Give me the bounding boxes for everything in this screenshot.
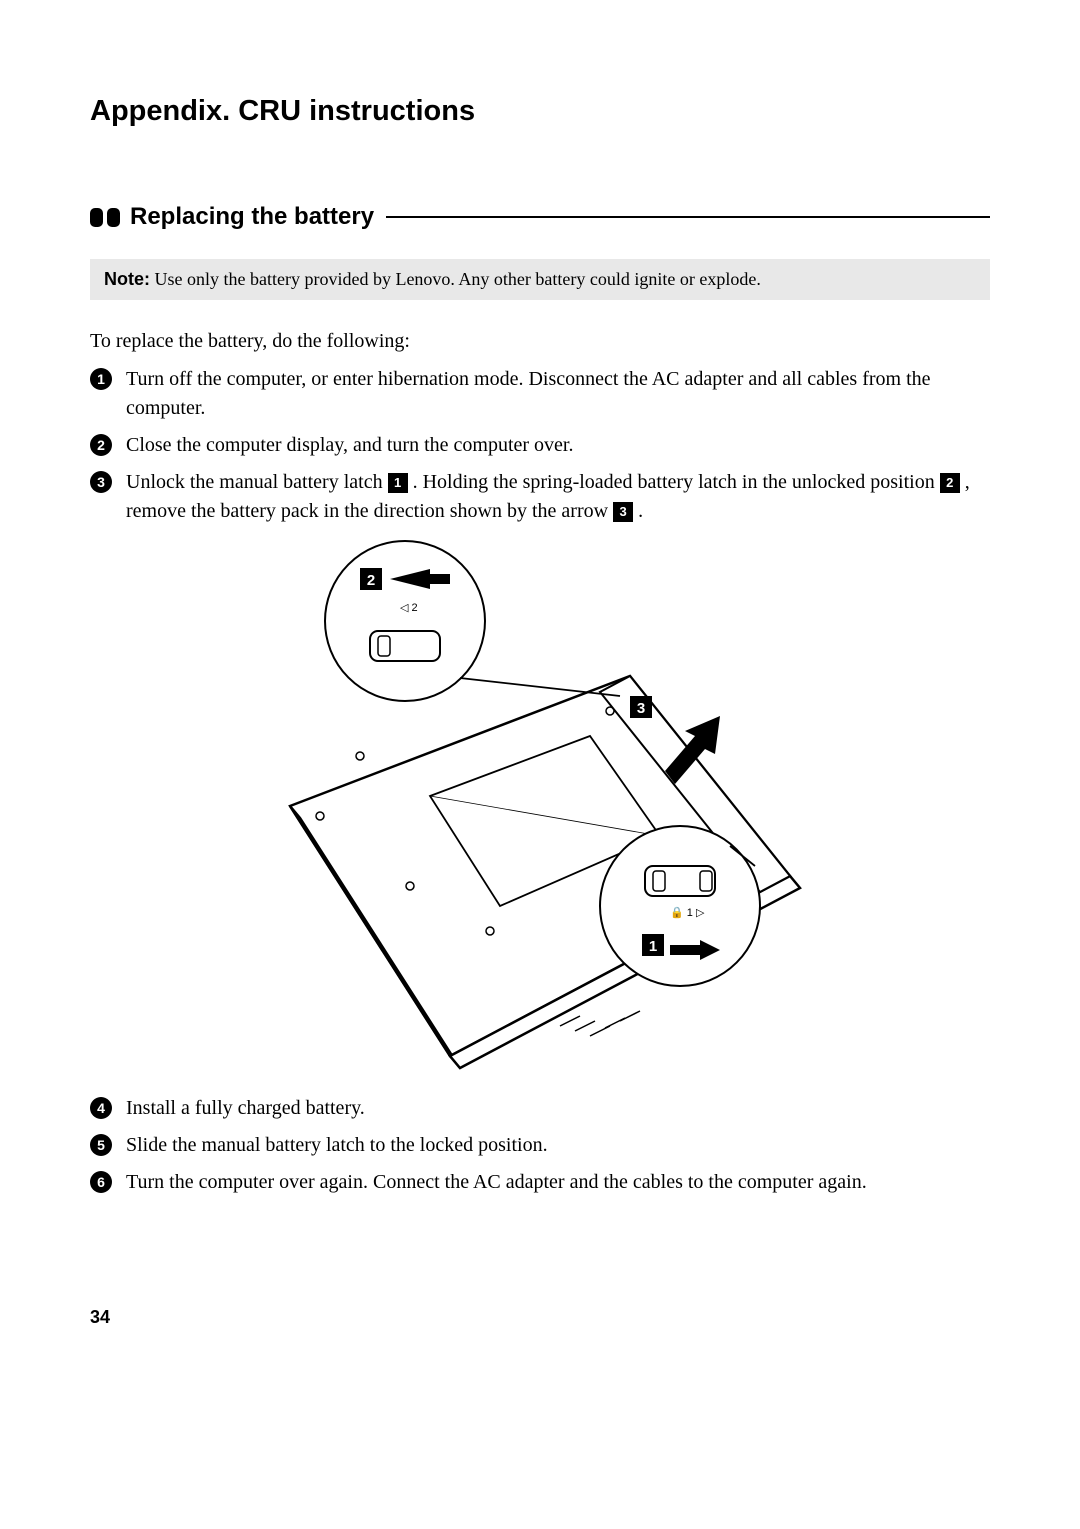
- section-rule: [386, 216, 990, 218]
- inline-ref-1: 1: [388, 473, 408, 493]
- step-marker-4: 4: [90, 1097, 112, 1119]
- step-3-part2: . Holding the spring-loaded battery latc…: [413, 471, 940, 493]
- section-title: Replacing the battery: [130, 203, 374, 231]
- step-3-part1: Unlock the manual battery latch: [126, 471, 388, 493]
- step-5: 5 Slide the manual battery latch to the …: [90, 1131, 990, 1160]
- battery-diagram: 2 ◁ 2 🔒 1 ▷ 1 3: [260, 536, 820, 1076]
- step-1: 1 Turn off the computer, or enter hibern…: [90, 365, 990, 423]
- step-1-text: Turn off the computer, or enter hibernat…: [126, 365, 990, 423]
- step-6-text: Turn the computer over again. Connect th…: [126, 1168, 990, 1197]
- inline-ref-3: 3: [613, 502, 633, 522]
- step-marker-6: 6: [90, 1171, 112, 1193]
- page-number: 34: [90, 1307, 990, 1328]
- latch-2-small-label: ◁ 2: [400, 602, 418, 614]
- callout-1-label: 1: [649, 938, 657, 955]
- step-2-text: Close the computer display, and turn the…: [126, 431, 990, 460]
- step-5-text: Slide the manual battery latch to the lo…: [126, 1131, 990, 1160]
- step-3-text: Unlock the manual battery latch 1 . Hold…: [126, 468, 990, 526]
- note-label: Note:: [104, 269, 150, 289]
- callout-3-label: 3: [637, 700, 645, 717]
- page-title: Appendix. CRU instructions: [90, 95, 990, 128]
- note-box: Note: Use only the battery provided by L…: [90, 259, 990, 300]
- step-4-text: Install a fully charged battery.: [126, 1094, 990, 1123]
- step-marker-3: 3: [90, 471, 112, 493]
- step-2: 2 Close the computer display, and turn t…: [90, 431, 990, 460]
- step-3: 3 Unlock the manual battery latch 1 . Ho…: [90, 468, 990, 526]
- step-marker-1: 1: [90, 368, 112, 390]
- step-marker-2: 2: [90, 434, 112, 456]
- inline-ref-2: 2: [940, 473, 960, 493]
- intro-text: To replace the battery, do the following…: [90, 330, 990, 353]
- step-list: 1 Turn off the computer, or enter hibern…: [90, 365, 990, 526]
- callout-2-label: 2: [367, 572, 375, 589]
- section-bullets-icon: [90, 208, 120, 227]
- step-4: 4 Install a fully charged battery.: [90, 1094, 990, 1123]
- step-3-part4: .: [638, 500, 643, 522]
- latch-1-small-label: 🔒 1 ▷: [670, 906, 705, 919]
- step-marker-5: 5: [90, 1134, 112, 1156]
- note-text: Use only the battery provided by Lenovo.…: [150, 269, 761, 289]
- diagram-container: 2 ◁ 2 🔒 1 ▷ 1 3: [90, 536, 990, 1076]
- step-list-continued: 4 Install a fully charged battery. 5 Sli…: [90, 1094, 990, 1197]
- section-header: Replacing the battery: [90, 203, 990, 231]
- step-6: 6 Turn the computer over again. Connect …: [90, 1168, 990, 1197]
